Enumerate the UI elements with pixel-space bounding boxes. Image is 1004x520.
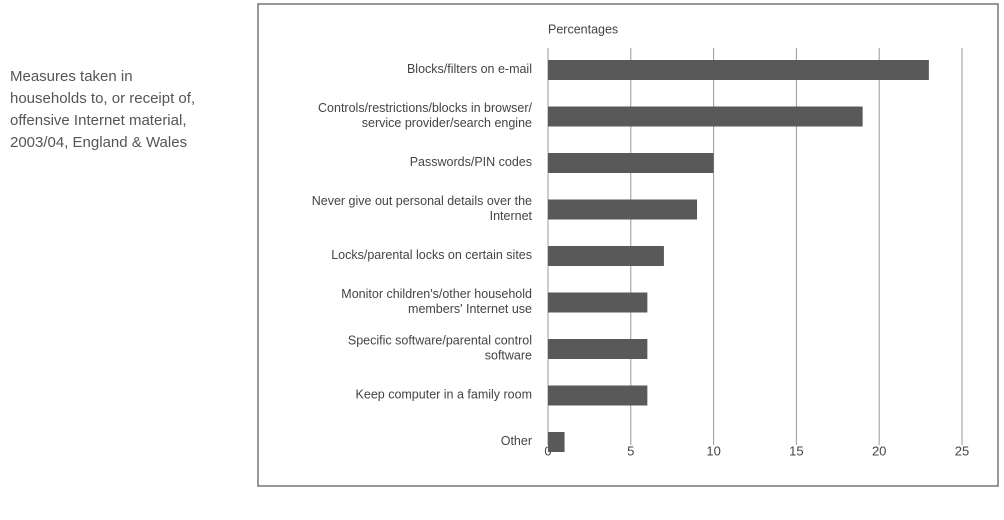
bar [548, 60, 929, 80]
category-label: Locks/parental locks on certain sites [331, 248, 532, 262]
category-label-line: service provider/search engine [362, 116, 532, 130]
bar [548, 339, 648, 359]
caption-line: households to, or receipt of, [10, 90, 195, 107]
category-label-line: Internet [490, 209, 533, 223]
category-label-line: software [485, 349, 532, 363]
axis-label: Percentages [548, 22, 618, 36]
category-label: Never give out personal details over the… [312, 194, 533, 223]
category-label-line: Monitor children's/other household [341, 287, 532, 301]
x-tick-label: 15 [789, 443, 803, 458]
category-label-line: Passwords/PIN codes [410, 155, 532, 169]
x-tick-label: 25 [955, 443, 969, 458]
category-label-line: Controls/restrictions/blocks in browser/ [318, 101, 532, 115]
caption-line: Measures taken in [10, 68, 133, 85]
bar [548, 246, 664, 266]
category-label: Blocks/filters on e-mail [407, 62, 532, 76]
category-label-line: Blocks/filters on e-mail [407, 62, 532, 76]
bar [548, 106, 863, 127]
bar [548, 432, 565, 452]
chart-frame [257, 3, 999, 487]
bar [548, 153, 714, 173]
caption-line: 2003/04, England & Wales [10, 134, 187, 151]
category-label-line: Locks/parental locks on certain sites [331, 248, 532, 262]
category-label-line: Keep computer in a family room [356, 388, 532, 402]
category-label-line: Never give out personal details over the [312, 194, 532, 208]
x-tick-label: 20 [872, 443, 886, 458]
caption-line: offensive Internet material, [10, 112, 186, 129]
bar [548, 199, 698, 220]
x-tick-label: 5 [627, 443, 634, 458]
bar [548, 385, 648, 406]
category-label: Monitor children's/other household member… [341, 287, 532, 316]
bar [548, 292, 648, 313]
category-label-line: members' Internet use [408, 302, 532, 316]
category-label-line: Specific software/parental control [348, 334, 532, 348]
category-label: Keep computer in a family room [356, 388, 532, 402]
x-tick-label: 10 [706, 443, 720, 458]
category-label: Specific software/parental control softwa… [348, 334, 532, 363]
category-label: Controls/restrictions/blocks in browser/… [318, 101, 532, 130]
category-label-line: Other [501, 434, 532, 448]
category-label: Other [501, 434, 532, 448]
category-label: Passwords/PIN codes [410, 155, 532, 169]
